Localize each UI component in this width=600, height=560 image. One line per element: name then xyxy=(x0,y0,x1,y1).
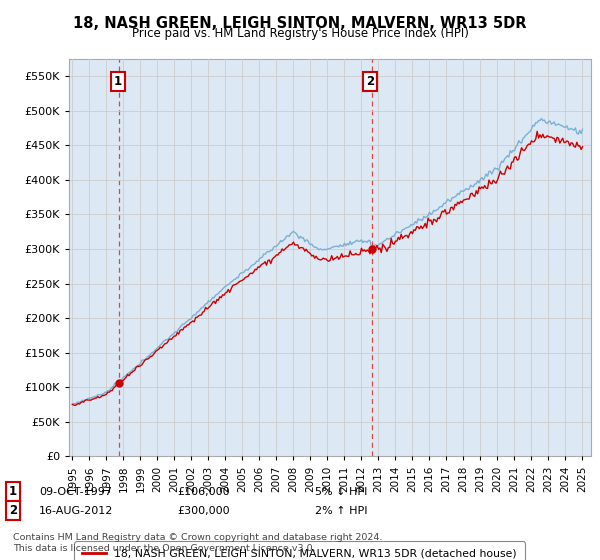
Text: Contains HM Land Registry data © Crown copyright and database right 2024.
This d: Contains HM Land Registry data © Crown c… xyxy=(13,533,383,553)
Text: 16-AUG-2012: 16-AUG-2012 xyxy=(39,506,113,516)
Text: 09-OCT-1997: 09-OCT-1997 xyxy=(39,487,112,497)
Text: 18, NASH GREEN, LEIGH SINTON, MALVERN, WR13 5DR: 18, NASH GREEN, LEIGH SINTON, MALVERN, W… xyxy=(73,16,527,31)
Text: £300,000: £300,000 xyxy=(177,506,230,516)
Text: 5% ↓ HPI: 5% ↓ HPI xyxy=(315,487,367,497)
Text: 1: 1 xyxy=(114,74,122,88)
Text: 2: 2 xyxy=(9,504,17,517)
Legend: 18, NASH GREEN, LEIGH SINTON, MALVERN, WR13 5DR (detached house), HPI: Average p: 18, NASH GREEN, LEIGH SINTON, MALVERN, W… xyxy=(74,542,525,560)
Text: £106,000: £106,000 xyxy=(177,487,230,497)
Text: 1: 1 xyxy=(9,485,17,498)
Text: 2% ↑ HPI: 2% ↑ HPI xyxy=(315,506,367,516)
Text: Price paid vs. HM Land Registry's House Price Index (HPI): Price paid vs. HM Land Registry's House … xyxy=(131,27,469,40)
Text: 2: 2 xyxy=(366,74,374,88)
